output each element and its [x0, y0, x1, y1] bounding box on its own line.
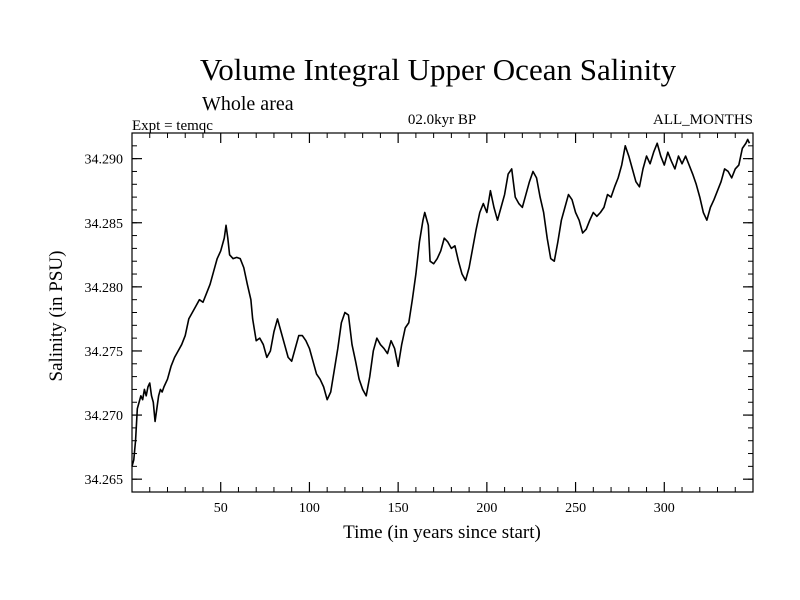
- months-label: ALL_MONTHS: [653, 112, 753, 128]
- y-axis-label: Salinity (in PSU): [46, 251, 67, 382]
- y-tick-label: 34.265: [85, 473, 124, 488]
- y-tick-label: 34.270: [85, 409, 124, 424]
- x-tick-label: 50: [214, 501, 228, 516]
- chart-title: Volume Integral Upper Ocean Salinity: [200, 52, 677, 87]
- x-tick-label: 300: [654, 501, 675, 516]
- y-tick-label: 34.275: [85, 345, 124, 360]
- period-label: 02.0kyr BP: [408, 112, 476, 128]
- y-tick-label: 34.280: [85, 281, 124, 296]
- x-axis-label: Time (in years since start): [343, 522, 541, 543]
- y-tick-label: 34.285: [85, 217, 124, 232]
- tick-labels: 50 100 150 200 250 300 34.265 34.270 34.275 34.28…: [85, 153, 675, 516]
- chart-subtitle: Whole area: [202, 93, 294, 115]
- x-tick-label: 200: [476, 501, 497, 516]
- x-tick-label: 150: [388, 501, 409, 516]
- series-group: [131, 138, 751, 467]
- series-line: [131, 138, 751, 467]
- y-tick-label: 34.290: [85, 153, 124, 168]
- x-tick-label: 250: [565, 501, 586, 516]
- plot-frame: [131, 132, 754, 493]
- axis-ticks: [132, 132, 753, 493]
- x-tick-label: 100: [299, 501, 320, 516]
- experiment-label: Expt = temqc: [132, 118, 213, 134]
